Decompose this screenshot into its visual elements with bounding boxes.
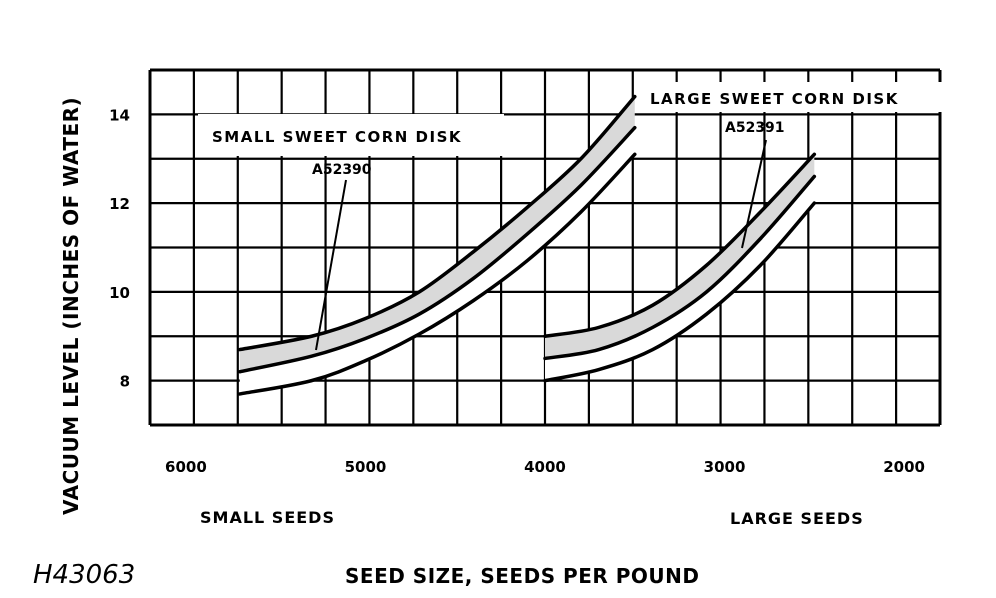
- small-disk-leader-line: [315, 179, 347, 351]
- x-tick-label: 6000: [165, 458, 207, 476]
- x-tick-label: 5000: [345, 458, 387, 476]
- x-axis-label: SEED SIZE, SEEDS PER POUND: [345, 564, 699, 588]
- y-tick-label: 8: [120, 373, 130, 391]
- figure-id: H43063: [33, 560, 135, 590]
- small-seeds-label: SMALL SEEDS: [200, 508, 335, 527]
- small-disk-curve-lower: [238, 152, 637, 396]
- large-disk-part-number: A52391: [725, 120, 785, 136]
- large-disk-band-lower: [545, 176, 815, 381]
- large-disk-label: LARGE SWEET CORN DISK: [650, 90, 899, 108]
- x-tick-labels: 6000 5000 4000 3000 2000: [165, 458, 925, 476]
- large-disk-label-box: [641, 82, 943, 112]
- y-tick-label: 14: [109, 106, 130, 124]
- small-disk-curve-upper: [238, 94, 637, 352]
- large-disk-leader-line: [741, 139, 767, 249]
- x-tick-label: 4000: [524, 458, 566, 476]
- small-disk-band-lower: [239, 127, 635, 394]
- large-disk-band-upper: [545, 154, 815, 359]
- y-axis-label: VACUUM LEVEL (INCHES OF WATER): [59, 97, 83, 515]
- y-tick-label: 10: [109, 284, 130, 302]
- large-disk-curve-middle: [543, 174, 817, 361]
- small-disk-curve-middle: [238, 125, 637, 374]
- small-disk-label: SMALL SWEET CORN DISK: [212, 128, 462, 146]
- large-disk-curve-lower: [543, 201, 817, 383]
- y-tick-labels: 8 10 12 14: [109, 106, 130, 390]
- small-disk-label-box: [198, 114, 504, 156]
- curves: [238, 94, 817, 396]
- x-tick-label: 3000: [704, 458, 746, 476]
- large-seeds-label: LARGE SEEDS: [730, 509, 864, 528]
- small-disk-part-number: A52390: [312, 162, 372, 178]
- x-tick-label: 2000: [883, 458, 925, 476]
- y-tick-label: 12: [109, 195, 130, 213]
- large-disk-curve-upper: [543, 152, 817, 338]
